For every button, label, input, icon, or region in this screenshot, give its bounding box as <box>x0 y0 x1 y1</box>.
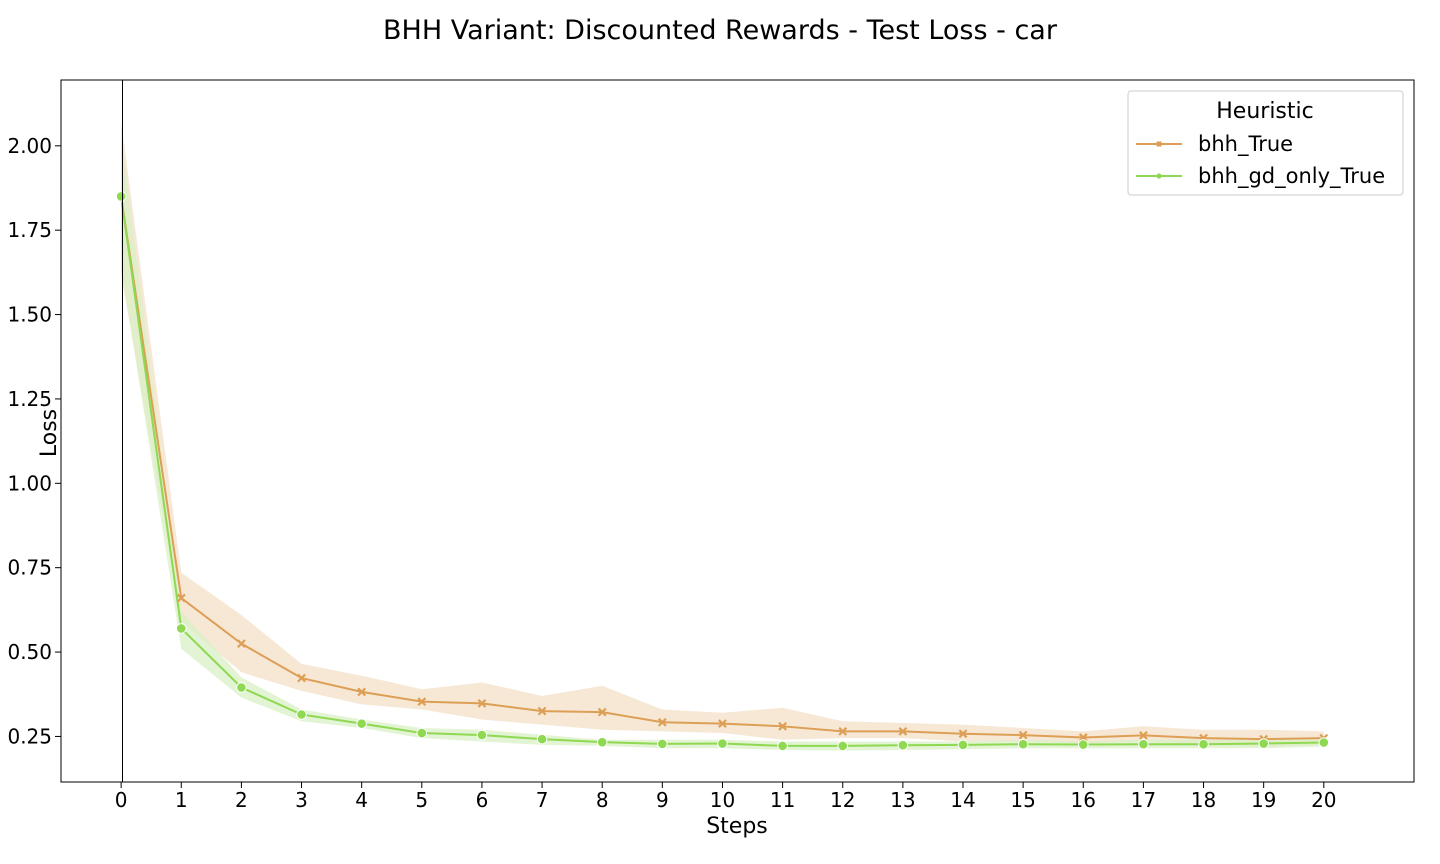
x-tick-label: 8 <box>596 788 609 812</box>
x-tick-label: 12 <box>830 788 855 812</box>
y-tick-label: 1.00 <box>7 471 52 495</box>
x-tick-label: 0 <box>115 788 128 812</box>
point-bhh-gd-only-true <box>536 733 548 745</box>
point-bhh-gd-only-true <box>356 718 367 729</box>
y-tick-label: 1.50 <box>7 303 52 327</box>
line-bhh-true <box>120 196 1324 741</box>
x-tick-label: 13 <box>890 788 915 812</box>
point-bhh-gd-only-true <box>1138 738 1149 750</box>
legend-marker <box>1156 141 1162 147</box>
point-bhh-gd-only-true <box>957 739 969 751</box>
legend-label: bhh_gd_only_True <box>1198 164 1385 189</box>
x-tick-label: 1 <box>175 788 188 812</box>
legend-item-bhh-gd-only-true: bhh_gd_only_True <box>1136 164 1385 189</box>
point-bhh-true <box>597 707 607 717</box>
point-bhh-gd-only-true <box>175 623 187 634</box>
x-tick-label: 11 <box>770 788 795 812</box>
series-markers <box>115 191 1330 752</box>
point-bhh-true <box>958 729 968 739</box>
point-bhh-true <box>1018 730 1028 740</box>
legend-box <box>1127 90 1404 196</box>
x-tick-label: 2 <box>235 788 248 812</box>
legend-label: bhh_True <box>1198 132 1293 157</box>
point-bhh-gd-only-true <box>416 727 428 739</box>
point-bhh-gd-only-true <box>115 191 127 202</box>
y-axis-ticks: 0.25 0.50 0.75 1.00 1.25 1.50 1.75 2.00 <box>7 134 61 748</box>
point-bhh-gd-only-true <box>236 682 247 693</box>
point-bhh-true <box>357 687 367 697</box>
point-bhh-true <box>537 706 547 716</box>
point-bhh-gd-only-true <box>1017 738 1029 750</box>
legend: Heuristic bhh_True bhh_gd_only_True <box>1127 90 1404 196</box>
point-bhh-gd-only-true <box>717 738 728 749</box>
plot-frame <box>60 79 1415 783</box>
y-tick-label: 0.50 <box>7 640 52 664</box>
point-bhh-gd-only-true <box>837 740 849 752</box>
x-tick-label: 16 <box>1071 788 1096 812</box>
x-tick-label: 10 <box>710 788 735 812</box>
point-bhh-true <box>237 639 246 649</box>
point-bhh-gd-only-true <box>897 739 909 751</box>
x-tick-label: 15 <box>1010 788 1035 812</box>
point-bhh-true <box>718 719 727 728</box>
y-tick-label: 0.75 <box>7 556 52 580</box>
x-tick-label: 7 <box>536 788 549 812</box>
point-bhh-true <box>477 698 487 708</box>
point-bhh-gd-only-true <box>476 729 488 741</box>
x-tick-label: 4 <box>355 788 368 812</box>
confidence-bands <box>121 122 1324 751</box>
legend-items: bhh_True bhh_gd_only_True <box>1136 132 1385 189</box>
point-bhh-true <box>657 717 667 727</box>
point-bhh-gd-only-true <box>1318 737 1330 748</box>
legend-marker <box>1156 173 1162 179</box>
point-bhh-true <box>778 721 787 731</box>
point-bhh-true <box>297 673 306 683</box>
line-bhh-gd-only-true <box>120 196 1324 747</box>
point-bhh-gd-only-true <box>596 736 608 748</box>
legend-title: Heuristic <box>1216 99 1313 124</box>
x-tick-label: 14 <box>950 788 975 812</box>
y-tick-label: 2.00 <box>7 134 52 158</box>
band-bhh-true <box>121 122 1324 747</box>
x-tick-label: 18 <box>1191 788 1216 812</box>
point-bhh-gd-only-true <box>296 709 307 720</box>
y-tick-label: 1.25 <box>7 387 52 411</box>
x-tick-label: 6 <box>476 788 489 812</box>
point-bhh-true <box>176 593 186 603</box>
point-bhh-true <box>898 726 908 736</box>
x-tick-label: 3 <box>295 788 308 812</box>
y-axis-label: Loss <box>37 409 62 457</box>
x-axis-label: Steps <box>706 814 768 839</box>
point-bhh-gd-only-true <box>1077 739 1089 750</box>
band-bhh-gd-only-true <box>121 135 1324 751</box>
point-bhh-true <box>1139 731 1148 740</box>
point-bhh-gd-only-true <box>657 738 668 750</box>
point-bhh-true <box>838 726 848 736</box>
y-tick-label: 1.75 <box>7 218 52 242</box>
point-bhh-true <box>417 697 427 707</box>
x-tick-label: 17 <box>1131 788 1156 812</box>
point-bhh-gd-only-true <box>1198 738 1209 750</box>
point-bhh-gd-only-true <box>777 740 788 752</box>
y-tick-label: 0.25 <box>7 724 52 748</box>
x-axis-ticks: 0 1 2 3 4 5 6 7 8 9 10 11 12 13 14 15 16 17 18 19 20 <box>115 782 1337 812</box>
legend-item-bhh-true: bhh_True <box>1136 132 1293 157</box>
chart-title: BHH Variant: Discounted Rewards - Test L… <box>383 15 1058 46</box>
x-tick-label: 19 <box>1251 788 1276 812</box>
series-lines <box>120 196 1324 747</box>
x-tick-label: 20 <box>1311 788 1336 812</box>
x-tick-label: 9 <box>656 788 669 812</box>
x-tick-label: 5 <box>415 788 428 812</box>
point-bhh-gd-only-true <box>1258 738 1269 749</box>
